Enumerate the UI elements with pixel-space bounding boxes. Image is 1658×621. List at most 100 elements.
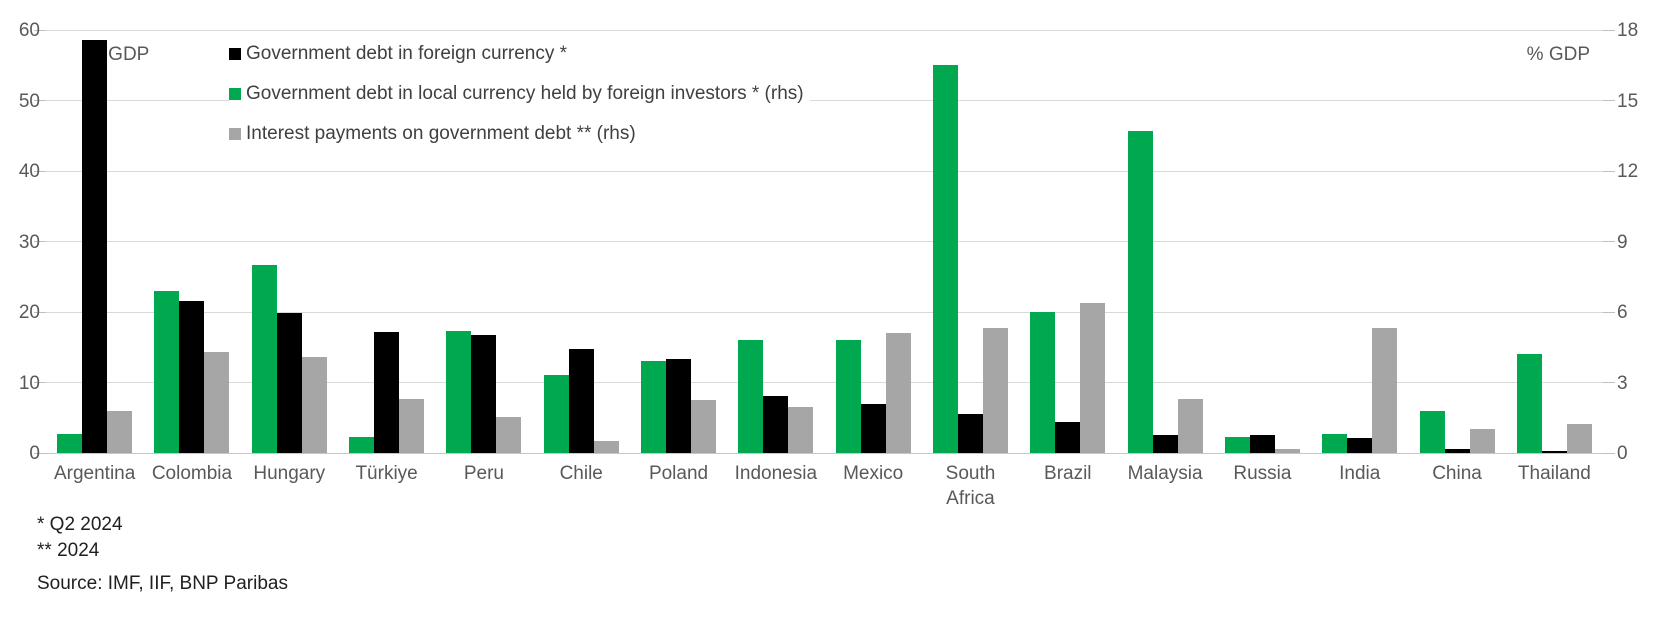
bar-mexico-interest-payments — [886, 333, 911, 453]
legend-item-foreign-currency-debt: Government debt in foreign currency * — [229, 40, 810, 68]
right-axis-tick-label: 12 — [1617, 161, 1639, 182]
bar-hungary-interest-payments — [302, 357, 327, 453]
right-axis-tick-label: 15 — [1617, 90, 1639, 112]
left-axis-tick-label: 60 — [18, 20, 40, 41]
x-axis-label-china: China — [1432, 463, 1482, 484]
left-axis-tick — [34, 311, 46, 313]
legend-item-local-currency-debt-foreign-investors: Government debt in local currency held b… — [229, 80, 810, 108]
bar-argentina-foreign-currency-debt — [82, 40, 107, 453]
bar-india-local-currency-debt-foreign-investors — [1322, 434, 1347, 453]
footnote-2: ** 2024 — [37, 540, 100, 561]
footnotes: * Q2 2024 ** 2024 Source: IMF, IIF, BNP … — [37, 512, 288, 597]
right-axis-tick — [1603, 311, 1615, 313]
bar-t-rkiye-interest-payments — [399, 399, 424, 453]
legend-label-foreign-currency-debt: Government debt in foreign currency * — [246, 43, 568, 64]
bar-brazil-foreign-currency-debt — [1055, 422, 1080, 453]
gridline — [46, 311, 1603, 313]
left-axis-tick — [34, 100, 46, 101]
bar-south-africa-interest-payments — [983, 328, 1008, 453]
legend-marker-foreign-currency-debt — [229, 48, 241, 60]
bar-thailand-interest-payments — [1567, 424, 1592, 453]
left-axis-tick — [34, 29, 46, 31]
bar-india-interest-payments — [1372, 328, 1397, 453]
bar-india-foreign-currency-debt — [1347, 438, 1372, 453]
bar-t-rkiye-local-currency-debt-foreign-investors — [349, 437, 374, 453]
left-axis-tick-label: 20 — [18, 302, 40, 323]
bar-china-interest-payments — [1470, 429, 1495, 453]
x-axis-labels: Argentina Colombia Hungary Türkiye Peru Chile… — [46, 462, 1603, 518]
legend-item-interest-payments: Interest payments on government debt ** … — [229, 120, 810, 148]
right-axis-tick — [1603, 452, 1615, 454]
bar-indonesia-foreign-currency-debt — [763, 396, 788, 453]
right-axis-tick — [1603, 170, 1615, 172]
bar-hungary-foreign-currency-debt — [277, 313, 302, 453]
footnote-1: * Q2 2024 — [37, 514, 123, 535]
right-axis-tick — [1603, 382, 1615, 383]
bar-chile-interest-payments — [594, 441, 619, 453]
bar-argentina-local-currency-debt-foreign-investors — [57, 434, 82, 453]
left-axis-tick-label: 30 — [18, 231, 40, 253]
left-axis-tick-label: 50 — [18, 90, 40, 112]
left-axis-tick-label: 40 — [18, 161, 40, 182]
x-axis-label-malaysia: Malaysia — [1127, 463, 1203, 484]
left-axis-tick — [34, 382, 46, 383]
bar-peru-foreign-currency-debt — [471, 335, 496, 453]
right-axis-tick-label: 18 — [1617, 20, 1639, 41]
x-axis-label-poland: Poland — [648, 463, 709, 484]
plot-area — [34, 29, 1615, 454]
bar-mexico-local-currency-debt-foreign-investors — [836, 340, 861, 453]
bar-peru-local-currency-debt-foreign-investors — [446, 331, 471, 453]
x-axis-label-hungary: Hungary — [253, 463, 326, 484]
left-axis-tick — [34, 241, 46, 242]
gridline — [46, 170, 1603, 172]
x-axis-label-t-rkiye: Türkiye — [355, 463, 418, 484]
bar-colombia-local-currency-debt-foreign-investors — [154, 291, 179, 453]
bar-russia-interest-payments — [1275, 449, 1300, 453]
right-axis-tick — [1603, 100, 1615, 101]
left-axis-tick-label: 10 — [18, 372, 40, 394]
right-axis-tick-label: 3 — [1617, 372, 1628, 394]
bar-malaysia-local-currency-debt-foreign-investors — [1128, 131, 1153, 453]
bar-brazil-local-currency-debt-foreign-investors — [1030, 312, 1055, 453]
gridline — [46, 100, 1603, 101]
x-axis-label-indonesia: Indonesia — [734, 463, 818, 484]
right-axis-tick — [1603, 241, 1615, 242]
right-axis-tick-label: 0 — [1617, 443, 1628, 464]
bar-chile-local-currency-debt-foreign-investors — [544, 375, 569, 453]
x-axis-label-india: India — [1339, 463, 1381, 484]
gridline — [46, 29, 1603, 31]
left-axis-tick — [34, 170, 46, 172]
x-axis-label-brazil: Brazil — [1044, 463, 1092, 484]
legend-label-interest-payments: Interest payments on government debt ** … — [246, 123, 636, 144]
legend-marker-interest-payments — [229, 128, 241, 140]
right-axis-tick — [1603, 29, 1615, 31]
bar-colombia-interest-payments — [204, 352, 229, 453]
bar-china-local-currency-debt-foreign-investors — [1420, 411, 1445, 453]
bar-indonesia-local-currency-debt-foreign-investors — [738, 340, 763, 453]
bar-malaysia-interest-payments — [1178, 399, 1203, 453]
bar-poland-interest-payments — [691, 400, 716, 453]
bar-brazil-interest-payments — [1080, 303, 1105, 453]
bar-thailand-local-currency-debt-foreign-investors — [1517, 354, 1542, 453]
right-axis-tick-label: 9 — [1617, 231, 1628, 253]
bar-china-foreign-currency-debt — [1445, 449, 1470, 453]
bar-indonesia-interest-payments — [788, 407, 813, 453]
legend-marker-local-currency-debt-foreign-investors — [229, 88, 241, 100]
bar-chile-foreign-currency-debt — [569, 349, 594, 453]
gridline — [46, 452, 1603, 454]
bar-t-rkiye-foreign-currency-debt — [374, 332, 399, 453]
bar-argentina-interest-payments — [107, 411, 132, 453]
gridline — [46, 241, 1603, 242]
x-axis-label-russia: Russia — [1233, 463, 1292, 484]
left-axis-tick — [34, 452, 46, 454]
x-axis-label-chile: Chile — [559, 463, 603, 484]
x-axis-label-argentina: Argentina — [53, 463, 136, 484]
bar-south-africa-foreign-currency-debt — [958, 414, 983, 453]
bar-poland-foreign-currency-debt — [666, 359, 691, 453]
bar-peru-interest-payments — [496, 417, 521, 453]
bar-russia-local-currency-debt-foreign-investors — [1225, 437, 1250, 453]
right-axis-tick-label: 6 — [1617, 302, 1628, 323]
source-note: Source: IMF, IIF, BNP Paribas — [37, 573, 288, 594]
x-axis-label-thailand: Thailand — [1517, 463, 1591, 484]
x-axis-label-mexico: Mexico — [843, 463, 904, 484]
